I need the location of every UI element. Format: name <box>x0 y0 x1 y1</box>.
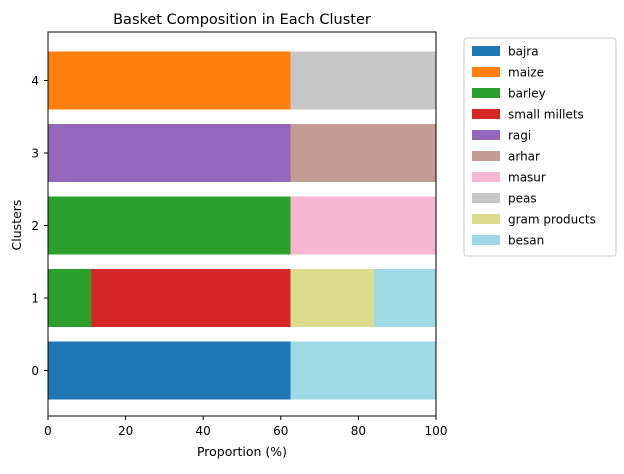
legend-label-arhar: arhar <box>508 150 540 164</box>
bar-cluster-4-maize <box>48 51 291 110</box>
chart-title: Basket Composition in Each Cluster <box>113 12 371 28</box>
legend-swatch-besan <box>472 235 500 245</box>
legend-swatch-barley <box>472 88 500 98</box>
bars-layer <box>48 51 436 400</box>
legend-label-ragi: ragi <box>508 129 531 143</box>
plot-frame <box>47 31 437 417</box>
legend-label-maize: maize <box>508 66 544 80</box>
x-tick-label: 20 <box>118 424 133 438</box>
y-tick-label: 1 <box>31 292 39 306</box>
bar-cluster-4-peas <box>290 51 436 110</box>
y-axis-label: Clusters <box>9 200 24 251</box>
legend-label-small-millets: small millets <box>508 108 584 122</box>
legend-swatch-bajra <box>472 46 500 56</box>
axes-layer: 0 20 40 60 80 100 0 1 2 3 4 <box>31 31 448 438</box>
legend-swatch-arhar <box>472 151 500 161</box>
legend-label-gram-products: gram products <box>508 213 596 227</box>
x-axis-label: Proportion (%) <box>197 444 287 459</box>
x-tick-label: 60 <box>273 424 288 438</box>
legend-swatch-masur <box>472 172 500 182</box>
bar-cluster-3-ragi <box>48 124 291 182</box>
bar-cluster-0-besan <box>290 341 436 400</box>
bar-cluster-1-barley <box>48 269 92 327</box>
legend-swatch-maize <box>472 67 500 77</box>
x-tick-label: 40 <box>196 424 211 438</box>
legend-label-barley: barley <box>508 87 546 101</box>
legend-box <box>463 37 617 257</box>
legend-label-besan: besan <box>508 234 544 248</box>
legend-label-masur: masur <box>508 171 546 185</box>
bar-cluster-1-small-millets <box>91 269 291 327</box>
x-tick-label: 80 <box>351 424 366 438</box>
legend-label-bajra: bajra <box>508 45 539 59</box>
bar-cluster-1-besan <box>373 269 436 327</box>
y-tick-label: 3 <box>31 147 39 161</box>
x-tick-label: 0 <box>44 424 52 438</box>
y-tick-label: 2 <box>31 219 39 233</box>
bar-cluster-0-bajra <box>48 341 291 400</box>
bar-cluster-3-arhar <box>290 124 436 182</box>
legend-swatch-gram-products <box>472 214 500 224</box>
y-tick-label: 0 <box>31 364 39 378</box>
legend-swatch-peas <box>472 193 500 203</box>
bar-cluster-2-barley <box>48 196 291 255</box>
bar-cluster-2-masur <box>290 196 436 255</box>
x-tick-label: 100 <box>425 424 448 438</box>
legend: bajra maize barley small millets ragi arhar ma… <box>463 37 617 257</box>
bar-cluster-1-gram-products <box>290 269 374 327</box>
legend-swatch-ragi <box>472 130 500 140</box>
y-tick-label: 4 <box>31 74 39 88</box>
legend-label-peas: peas <box>508 192 537 206</box>
legend-swatch-small-millets <box>472 109 500 119</box>
